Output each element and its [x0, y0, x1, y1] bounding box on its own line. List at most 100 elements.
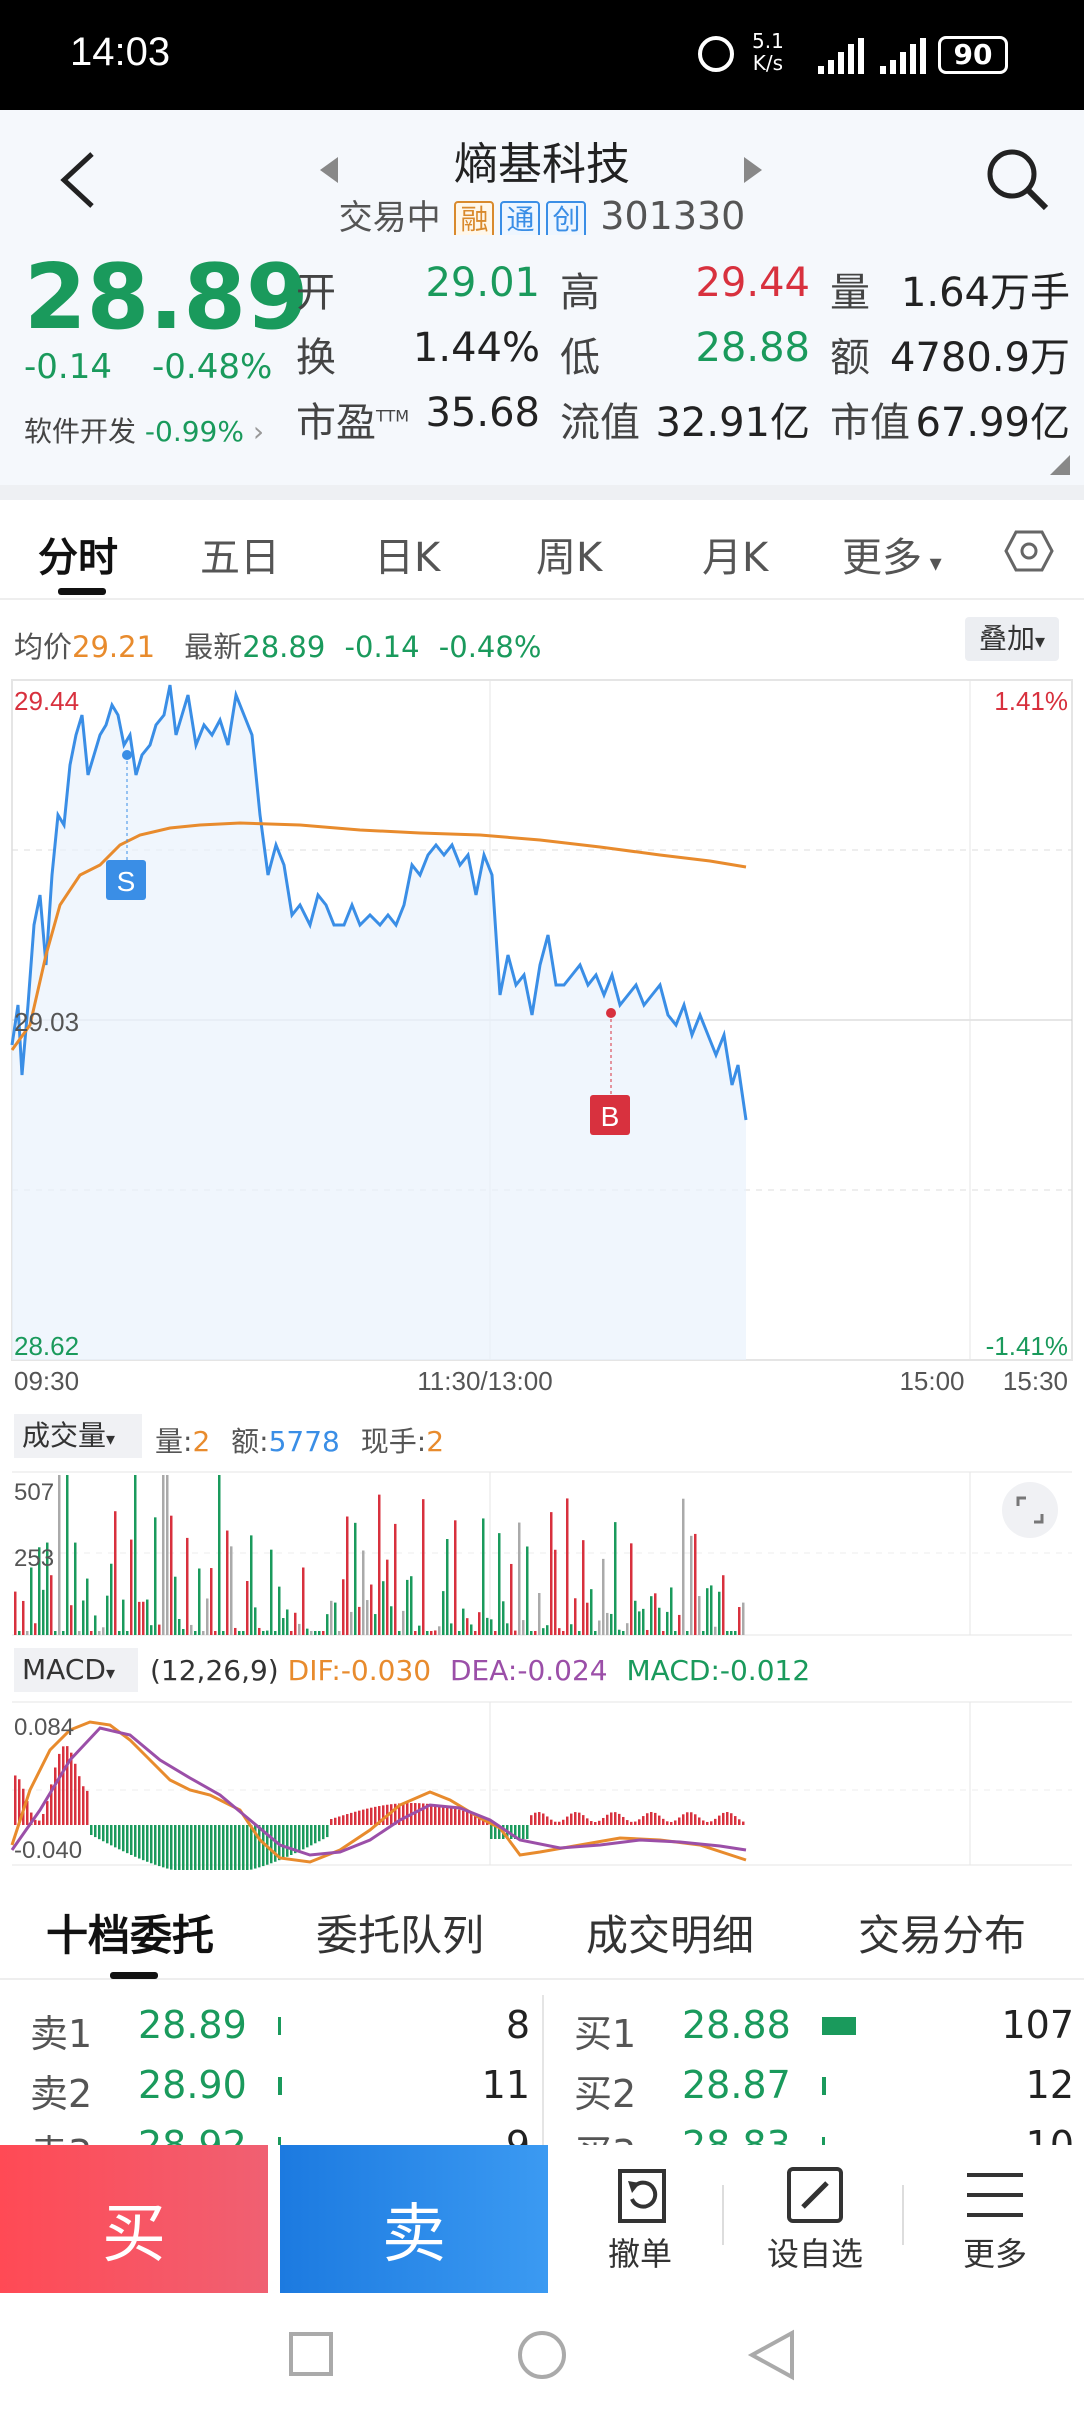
volume-bar: [594, 1631, 597, 1635]
tab-intraday[interactable]: 分时: [38, 535, 118, 581]
macd-bar: [154, 1825, 157, 1865]
dropdown-icon: ▾: [105, 1663, 115, 1684]
volume-bar: [182, 1628, 185, 1635]
macd-bar: [286, 1825, 289, 1857]
macd-bar: [470, 1812, 473, 1825]
macd-bar: [226, 1825, 229, 1870]
macd-bar: [574, 1812, 577, 1825]
tab-trade-detail[interactable]: 成交明细: [586, 1911, 755, 1960]
ask-row[interactable]: 卖1 28.89 8: [30, 2003, 530, 2056]
macd-bar: [182, 1825, 185, 1870]
buy-button[interactable]: 买: [0, 2145, 268, 2293]
macd-bar: [738, 1819, 741, 1825]
tab-month-k[interactable]: 月K: [702, 535, 769, 581]
tab-trade-distribution[interactable]: 交易分布: [858, 1911, 1027, 1960]
intraday-chart[interactable]: S B 29.44 29.03 28.62 1.41% -1.41% 09:30…: [0, 675, 1084, 1395]
macd-bar: [254, 1825, 257, 1869]
quote-value: 1.64万手: [900, 270, 1070, 316]
search-icon[interactable]: [984, 146, 1050, 212]
back-icon[interactable]: [58, 150, 98, 210]
macd-bar: [158, 1825, 161, 1867]
volume-bar: [354, 1522, 357, 1635]
trading-status: 交易中: [338, 198, 441, 238]
volume-bar: [170, 1515, 173, 1635]
order-level: 卖2: [30, 2072, 93, 2116]
macd-bar: [270, 1825, 273, 1864]
signal-icon-2: [880, 38, 926, 74]
volume-bar: [166, 1475, 169, 1635]
volume-bar: [62, 1631, 65, 1635]
quote-label: 低: [560, 335, 600, 381]
macd-bar: [530, 1815, 533, 1825]
order-book: 卖1 28.89 8 卖2 28.90 11 卖3 28.92 9 买1 28.88 107 买2 28…: [0, 1985, 1084, 2145]
volume-bar: [342, 1579, 345, 1635]
pct-axis-low: -1.41%: [986, 1331, 1068, 1361]
settings-icon[interactable]: [1004, 528, 1054, 574]
macd-bar: [722, 1812, 725, 1825]
volume-bar: [654, 1593, 657, 1635]
prev-stock-icon[interactable]: [318, 155, 340, 185]
volume-bar: [178, 1618, 181, 1635]
tab-day-k[interactable]: 日K: [374, 535, 441, 581]
bid-row[interactable]: 买1 28.88 107: [574, 2003, 1074, 2056]
volume-bar: [302, 1567, 305, 1635]
tab-order-queue[interactable]: 委托队列: [316, 1911, 485, 1960]
tab-five-day[interactable]: 五日: [200, 535, 280, 581]
recents-icon[interactable]: [288, 2331, 334, 2377]
macd-bar: [526, 1825, 529, 1839]
tab-week-k[interactable]: 周K: [536, 535, 603, 581]
quote-label: 高: [560, 270, 600, 316]
order-price: 28.87: [682, 2063, 791, 2107]
add-watchlist-button[interactable]: 设自选: [750, 2165, 880, 2285]
volume-bar: [162, 1475, 165, 1635]
volume-indicator-select[interactable]: 成交量▾: [14, 1414, 142, 1458]
volume-bar: [314, 1631, 317, 1635]
tab-more[interactable]: 更多 ▾: [842, 525, 942, 583]
divider: [542, 1995, 544, 2145]
cancel-order-button[interactable]: 撤单: [580, 2165, 700, 2285]
tab-ten-level[interactable]: 十档委托: [46, 1911, 215, 1960]
macd-bar: [494, 1825, 497, 1839]
sell-marker[interactable]: [106, 860, 146, 900]
volume-y-top: 507: [14, 1479, 54, 1506]
macd-indicator-select[interactable]: MACD▾: [14, 1648, 138, 1692]
cancel-order-icon: [618, 2169, 666, 2223]
more-button[interactable]: 更多: [930, 2165, 1060, 2285]
expand-corner-icon[interactable]: [1050, 455, 1070, 475]
fullscreen-button[interactable]: [1002, 1482, 1058, 1538]
macd-bar: [406, 1803, 409, 1825]
overlay-button[interactable]: 叠加▾: [965, 617, 1059, 661]
volume-bar: [578, 1631, 581, 1635]
volume-bar: [622, 1631, 625, 1635]
buy-marker[interactable]: [590, 1095, 630, 1135]
macd-bar: [138, 1825, 141, 1859]
macd-bar: [50, 1784, 53, 1825]
back-nav-icon[interactable]: [746, 2329, 796, 2381]
volume-bar: [310, 1631, 313, 1635]
order-level: 买2: [574, 2072, 637, 2116]
macd-bar: [550, 1819, 553, 1825]
home-icon[interactable]: [516, 2329, 568, 2381]
macd-bar: [94, 1825, 97, 1838]
volume-bar: [422, 1499, 425, 1635]
bid-row[interactable]: 买3 28.83 10: [574, 2123, 1074, 2145]
volume-bar: [406, 1579, 409, 1635]
volume-bar: [362, 1550, 365, 1635]
volume-bar: [210, 1568, 213, 1635]
macd-bar: [258, 1825, 261, 1868]
volume-bar: [410, 1576, 413, 1635]
sector-link[interactable]: 软件开发 -0.99% ›: [24, 410, 264, 450]
buy-button-label: 买: [102, 2198, 166, 2272]
ask-row[interactable]: 卖2 28.90 11: [30, 2063, 530, 2116]
connect-tag: 通: [500, 201, 541, 239]
ask-row[interactable]: 卖3 28.92 9: [30, 2123, 530, 2145]
bid-row[interactable]: 买2 28.87 12: [574, 2063, 1074, 2116]
quote-label: 市盈TTM: [296, 400, 410, 446]
more-label: 更多: [962, 2235, 1027, 2273]
volume-bar: [482, 1518, 485, 1635]
macd-bar: [70, 1752, 73, 1825]
next-stock-icon[interactable]: [742, 155, 764, 185]
macd-bar: [522, 1825, 525, 1839]
macd-dif: DIF:-0.030: [287, 1654, 432, 1687]
sell-button[interactable]: 卖: [280, 2145, 548, 2293]
